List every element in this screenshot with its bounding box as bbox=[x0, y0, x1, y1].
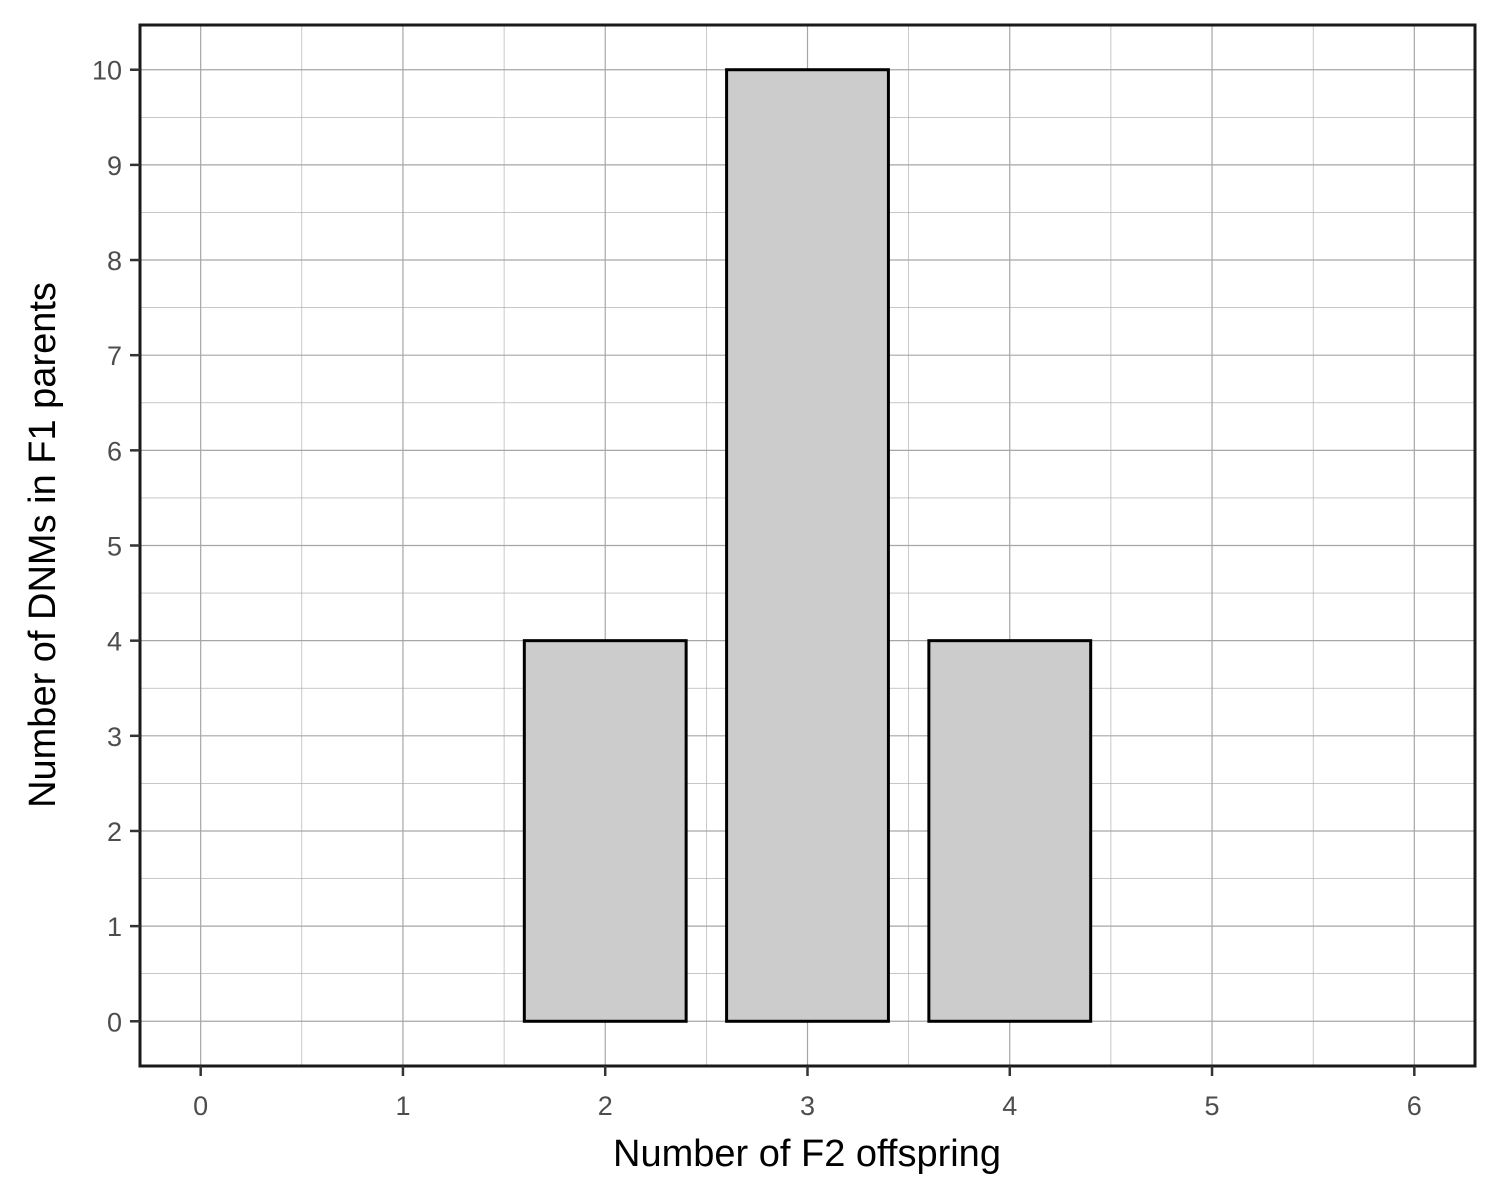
x-tick-label: 4 bbox=[1002, 1091, 1017, 1121]
y-tick-label: 5 bbox=[107, 532, 122, 562]
y-tick-label: 0 bbox=[107, 1007, 122, 1037]
y-tick-label: 10 bbox=[92, 56, 122, 86]
y-tick-label: 7 bbox=[107, 341, 122, 371]
x-axis-title: Number of F2 offspring bbox=[613, 1133, 1001, 1175]
x-tick-label: 5 bbox=[1205, 1091, 1220, 1121]
bar-2 bbox=[522, 639, 688, 1023]
x-tick-label: 1 bbox=[395, 1091, 410, 1121]
axis-ticks: 0 1 2 3 4 5 6 0 1 2 3 4 5 6 7 8 9 10 bbox=[92, 56, 1422, 1121]
y-tick-label: 6 bbox=[107, 436, 122, 466]
bars bbox=[522, 68, 1093, 1023]
y-tick-label: 9 bbox=[107, 151, 122, 181]
x-tick-label: 3 bbox=[800, 1091, 815, 1121]
x-tick-label: 0 bbox=[193, 1091, 208, 1121]
x-tick-label: 2 bbox=[598, 1091, 613, 1121]
bar-4 bbox=[927, 639, 1093, 1023]
x-tick-label: 6 bbox=[1407, 1091, 1422, 1121]
y-tick-label: 8 bbox=[107, 246, 122, 276]
y-axis-title: Number of DNMs in F1 parents bbox=[22, 282, 64, 808]
y-tick-label: 3 bbox=[107, 722, 122, 752]
bar-3 bbox=[725, 68, 890, 1023]
y-tick-label: 4 bbox=[107, 627, 122, 657]
y-tick-label: 1 bbox=[107, 912, 122, 942]
y-tick-label: 2 bbox=[107, 817, 122, 847]
